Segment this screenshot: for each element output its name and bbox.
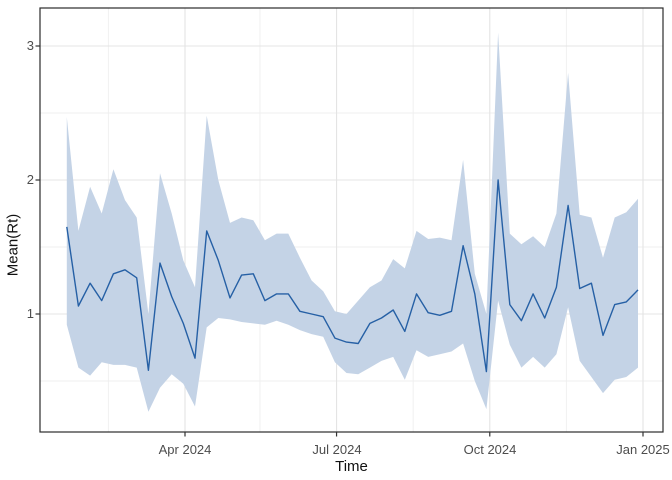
panel-border <box>39 7 664 433</box>
x-tick-label-jan-2025: Jan 2025 <box>616 442 670 457</box>
mean-rt-line <box>66 179 639 373</box>
x-tick-label-apr-2024: Apr 2024 <box>158 442 212 457</box>
y-axis-title: Mean(Rt) <box>4 213 22 277</box>
y-tick-label-3: 3 <box>26 38 34 53</box>
confidence-ribbon <box>66 32 639 412</box>
x-axis-title: Time <box>335 458 368 475</box>
x-tick-label-jul-2024: Jul 2024 <box>312 442 362 457</box>
y-tick-label-2: 2 <box>26 172 34 187</box>
x-tick-label-oct-2024: Oct 2024 <box>463 442 517 457</box>
y-tick-label-1: 1 <box>26 306 34 321</box>
